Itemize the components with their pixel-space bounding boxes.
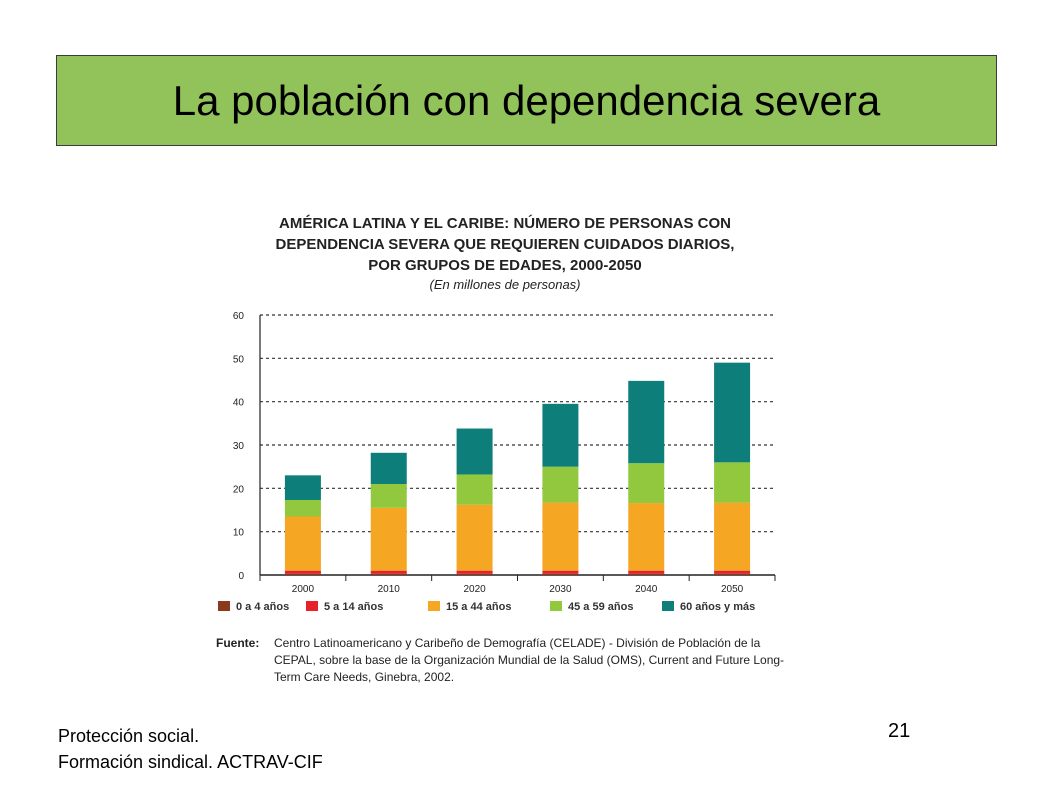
bar-segment: [714, 462, 751, 503]
bar-segment: [628, 503, 665, 571]
x-tick-label: 2050: [721, 584, 744, 595]
legend-label: 15 a 44 años: [446, 601, 511, 613]
bar-segment: [714, 573, 751, 575]
footer: Protección social. Formación sindical. A…: [58, 723, 323, 775]
bar-segment: [456, 474, 493, 505]
slide-title: La población con dependencia severa: [172, 76, 881, 124]
chart-title-line-3: POR GRUPOS DE EDADES, 2000-2050: [368, 257, 642, 274]
slide-title-banner: La población con dependencia severa: [56, 55, 997, 146]
legend-swatch: [662, 601, 674, 611]
bar-segment: [628, 573, 665, 575]
bar-segment: [714, 362, 751, 463]
bar-segment: [370, 573, 407, 575]
bar-segment: [628, 463, 665, 504]
y-tick-label: 40: [233, 398, 245, 409]
bar-segment: [284, 570, 321, 574]
x-tick-label: 2000: [292, 584, 315, 595]
bar-segment: [628, 380, 665, 464]
legend-swatch: [218, 601, 230, 611]
y-tick-label: 30: [233, 441, 245, 452]
bar-segment: [714, 570, 751, 574]
y-tick-label: 60: [233, 311, 245, 322]
footer-line-1: Protección social.: [58, 726, 200, 746]
y-tick-label: 0: [238, 571, 244, 582]
bar-segment: [284, 516, 321, 571]
legend-label: 5 a 14 años: [324, 601, 383, 613]
chart-subtitle: (En millones de personas): [429, 277, 581, 292]
bar-segment: [542, 570, 579, 574]
bar-segment: [284, 500, 321, 517]
y-tick-label: 20: [233, 484, 245, 495]
source-label: Fuente:: [216, 636, 260, 650]
legend-label: 0 a 4 años: [236, 601, 289, 613]
page-number: 21: [888, 720, 911, 742]
bar-segment: [370, 484, 407, 508]
footer-line-2: Formación sindical. ACTRAV-CIF: [58, 752, 323, 772]
chart-title-line-2: DEPENDENCIA SEVERA QUE REQUIEREN CUIDADO…: [275, 236, 735, 253]
bar-segment: [284, 475, 321, 501]
x-tick-label: 2040: [635, 584, 658, 595]
y-tick-label: 10: [233, 528, 245, 539]
x-tick-label: 2020: [463, 584, 486, 595]
chart-title: AMÉRICA LATINA Y EL CARIBE: NÚMERO DE PE…: [210, 213, 800, 276]
bar-segment: [542, 403, 579, 467]
bar-segment: [714, 502, 751, 571]
legend-swatch: [428, 601, 440, 611]
chart-source: Fuente: Centro Latinoamericano y Caribeñ…: [216, 635, 796, 686]
y-tick-label: 50: [233, 354, 245, 365]
bar-segment: [456, 573, 493, 575]
bar-segment: [456, 570, 493, 574]
legend-label: 60 años y más: [680, 601, 755, 613]
bar-segment: [542, 573, 579, 575]
bar-segment: [284, 573, 321, 575]
bar-segment: [370, 452, 407, 484]
source-text: Centro Latinoamericano y Caribeño de Dem…: [274, 636, 785, 684]
bar-segment: [542, 502, 579, 571]
bar-segment: [456, 504, 493, 571]
legend-swatch: [306, 601, 318, 611]
bar-segment: [628, 570, 665, 574]
legend-swatch: [550, 601, 562, 611]
legend-label: 45 a 59 años: [568, 601, 633, 613]
bar-segment: [370, 507, 407, 571]
chart-figure: AMÉRICA LATINA Y EL CARIBE: NÚMERO DE PE…: [210, 205, 800, 700]
bar-segment: [370, 570, 407, 574]
bar-segment: [542, 466, 579, 503]
x-tick-label: 2030: [549, 584, 572, 595]
bar-segment: [456, 428, 493, 475]
chart-title-line-1: AMÉRICA LATINA Y EL CARIBE: NÚMERO DE PE…: [279, 215, 731, 232]
x-tick-label: 2010: [378, 584, 401, 595]
